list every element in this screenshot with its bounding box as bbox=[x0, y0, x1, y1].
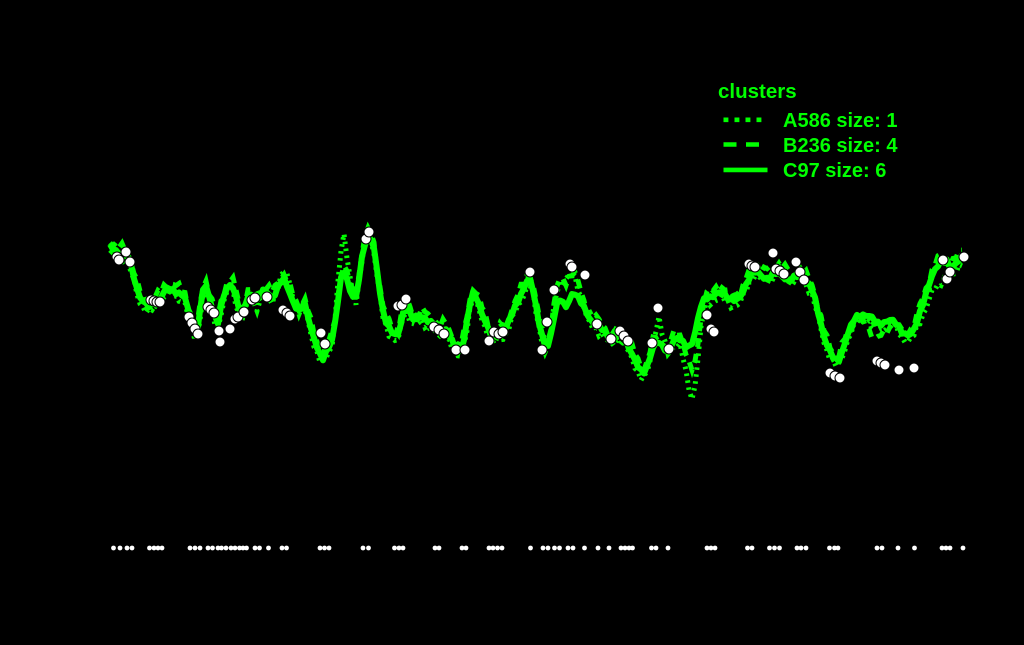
svg-text:C97 size: 6: C97 size: 6 bbox=[783, 160, 886, 182]
svg-text:B236 size: 4: B236 size: 4 bbox=[783, 135, 898, 157]
svg-text:A586 size: 1: A586 size: 1 bbox=[783, 110, 898, 132]
svg-text:clusters: clusters bbox=[718, 80, 797, 103]
